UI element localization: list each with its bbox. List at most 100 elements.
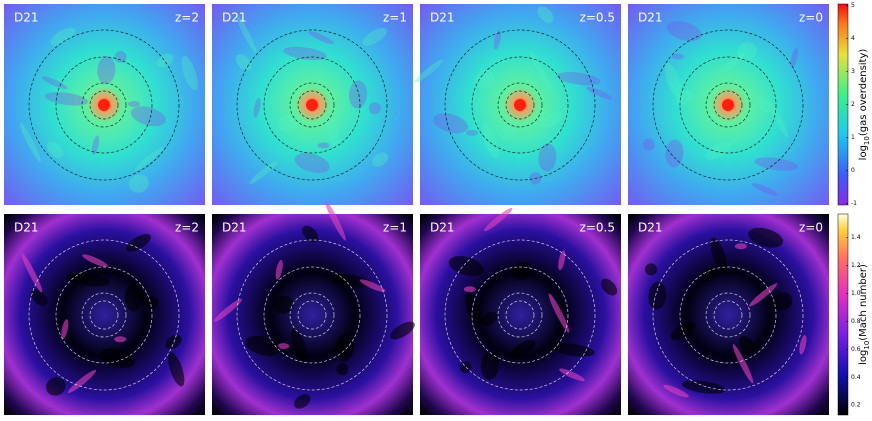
texture: [165, 334, 182, 350]
texture: [681, 380, 726, 394]
panel-label: D21: [430, 221, 455, 235]
radius-circle: [713, 90, 743, 120]
redshift-label: z=0: [799, 221, 823, 235]
texture: [586, 86, 613, 100]
texture: [91, 135, 100, 155]
radius-circle: [471, 266, 569, 364]
panel-label: D21: [222, 11, 247, 25]
texture: [665, 139, 684, 168]
texture: [124, 283, 143, 312]
texture: [480, 351, 499, 380]
texture: [368, 102, 381, 115]
colorbar-tick-label: 4: [851, 35, 855, 42]
texture: [475, 70, 495, 89]
texture: [537, 6, 554, 23]
colorbar-tick-label: 5: [851, 2, 855, 9]
texture: [751, 183, 778, 196]
radius-circle: [289, 292, 335, 338]
panel-image: [628, 214, 829, 415]
panel: D21 z=2: [4, 4, 205, 205]
texture: [676, 90, 693, 105]
texture: [362, 27, 388, 46]
texture: [50, 27, 76, 46]
texture: [278, 113, 299, 133]
texture: [448, 256, 484, 277]
texture: [323, 114, 340, 149]
texture: [739, 336, 756, 353]
label-part: (gas overdensity): [858, 49, 869, 137]
texture: [293, 394, 311, 409]
radius-circle: [28, 239, 180, 391]
colorbar-tick-label: 1.4: [851, 234, 861, 241]
texture: [317, 142, 330, 149]
texture: [559, 368, 585, 382]
texture: [275, 260, 283, 280]
texture: [790, 47, 799, 68]
texture: [114, 336, 127, 343]
radius-circle: [236, 239, 388, 391]
texture: [529, 51, 551, 91]
radius-circle: [28, 29, 180, 181]
radius-circle: [679, 266, 777, 364]
panel-label: D21: [430, 11, 455, 25]
radius-circle: [444, 29, 596, 181]
texture: [67, 369, 97, 394]
radius-circle: [652, 239, 804, 391]
texture: [336, 363, 349, 376]
texture: [670, 322, 696, 340]
panel-image: [4, 214, 205, 415]
texture: [548, 293, 570, 333]
texture: [126, 234, 151, 252]
redshift-label: z=0.5: [580, 221, 615, 235]
texture: [44, 92, 89, 106]
radius-circle: [705, 292, 751, 338]
texture: [213, 298, 243, 322]
texture: [767, 98, 789, 138]
colorbar-tick-label: 3: [851, 68, 855, 75]
radius-circle: [263, 56, 361, 154]
texture: [249, 160, 278, 185]
radius-circle: [444, 239, 596, 391]
texture: [433, 113, 469, 134]
texture: [328, 274, 373, 288]
texture: [734, 243, 747, 250]
panel: D21 z=2: [4, 214, 205, 415]
texture: [236, 14, 257, 54]
redshift-label: z=1: [383, 221, 407, 235]
texture: [663, 384, 689, 398]
texture: [558, 250, 566, 271]
texture: [291, 328, 308, 363]
colorbar-tick-label: 1.2: [851, 262, 861, 269]
radius-circle: [89, 90, 119, 120]
texture: [499, 125, 516, 140]
radius-circle: [297, 300, 327, 330]
texture: [642, 138, 655, 151]
texture: [273, 295, 294, 314]
texture: [538, 143, 557, 172]
texture: [325, 201, 346, 241]
texture: [30, 289, 48, 306]
texture: [799, 335, 807, 355]
texture: [21, 253, 43, 293]
texture: [755, 95, 773, 113]
radius-circle: [679, 56, 777, 154]
texture: [114, 50, 127, 63]
texture: [538, 111, 564, 130]
core: [514, 99, 526, 111]
texture: [701, 266, 718, 282]
radius-circle: [705, 82, 751, 128]
radius-circle: [236, 29, 388, 181]
texture: [466, 129, 479, 136]
panel-label: D21: [638, 221, 663, 235]
texture: [645, 263, 658, 276]
texture: [359, 279, 386, 293]
colorbar-tick-label: 2: [851, 101, 855, 108]
panel-label: D21: [14, 11, 39, 25]
colorbar-tick-label: 1.0: [851, 290, 861, 297]
texture: [157, 53, 174, 68]
texture: [349, 80, 368, 109]
colorbar-tick-label: 0.2: [851, 402, 861, 409]
texture: [66, 272, 110, 287]
colorbar-tick-label: -1: [851, 200, 857, 207]
